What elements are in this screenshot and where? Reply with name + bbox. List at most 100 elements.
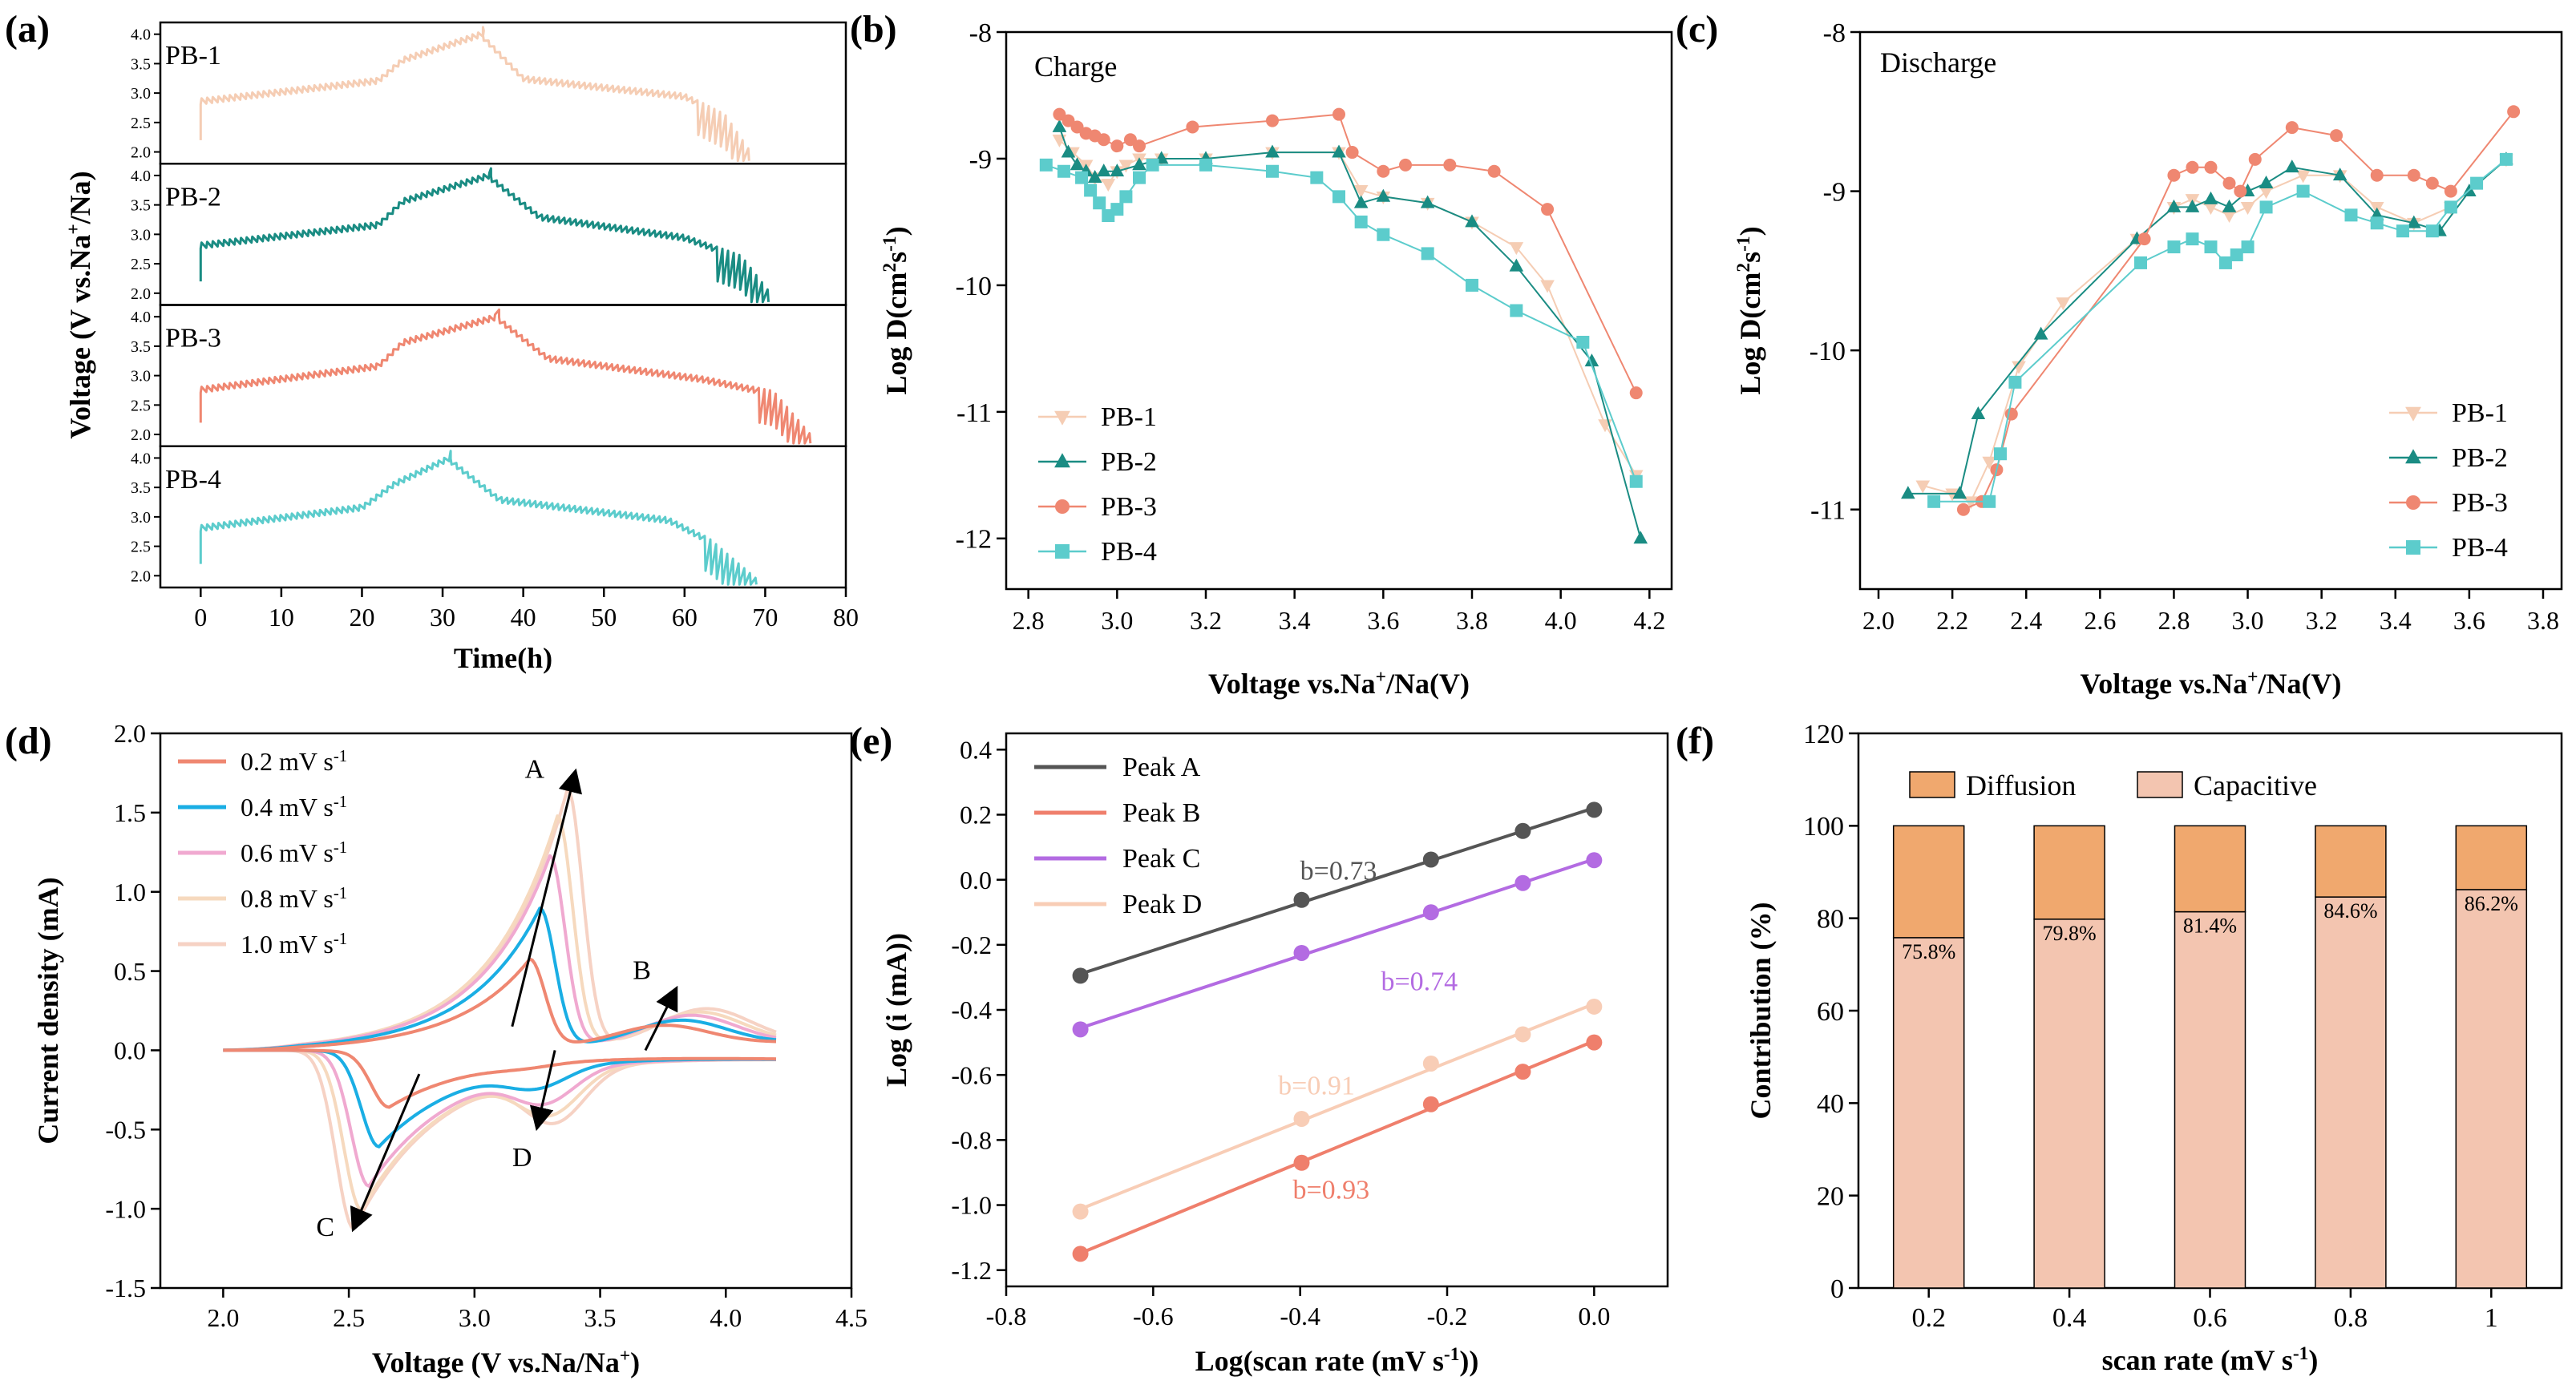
data-point: [1110, 164, 1125, 177]
chart-title: Discharge: [1880, 46, 1996, 79]
legend-marker: [2406, 495, 2420, 510]
data-point: [1332, 107, 1345, 121]
data-point: [2259, 200, 2273, 214]
series-PB-2: [1901, 151, 2513, 499]
data-point: [1293, 891, 1310, 908]
data-point: [2222, 209, 2237, 223]
y-tick-label: 3.0: [131, 85, 151, 103]
y-tick-label: 3.5: [131, 197, 151, 215]
x-tick-label: -0.8: [986, 1302, 1027, 1330]
legend-label: 0.2 mV s-1: [241, 747, 347, 777]
data-point: [2222, 176, 2236, 190]
y-tick-label: -0.4: [951, 995, 992, 1024]
data-point: [2425, 224, 2439, 238]
data-point: [1422, 1096, 1439, 1112]
x-tick-label: 10: [269, 603, 294, 632]
y-tick-label: -1.2: [951, 1256, 992, 1285]
x-tick-label: 70: [752, 603, 778, 632]
fit-line: [1079, 1002, 1595, 1211]
data-point: [1956, 503, 1970, 516]
voltage-curve-PB-1: [199, 26, 750, 163]
y-tick-label: 3.5: [131, 338, 151, 356]
data-point: [2204, 160, 2218, 174]
legend-label: 0.4 mV s-1: [241, 793, 347, 822]
x-tick-label: 4.0: [710, 1303, 742, 1332]
data-point: [1465, 214, 1479, 228]
y-tick-label: 2.0: [131, 567, 151, 585]
x-tick-label: 40: [511, 603, 536, 632]
x-tick-label: 0.8: [2334, 1303, 2368, 1333]
bar-capacitive: [1892, 937, 1965, 1289]
x-tick-label: 3.8: [2527, 606, 2559, 635]
y-tick-label: 2.0: [131, 426, 151, 444]
data-point: [2406, 215, 2421, 228]
data-point: [1586, 998, 1603, 1015]
data-point: [2370, 168, 2384, 182]
panel-letter-d: (d): [5, 720, 52, 762]
y-axis-title: Log D(cm2s-1): [1733, 226, 1766, 394]
data-point: [1199, 158, 1212, 172]
data-point: [1633, 531, 1648, 544]
data-point: [1443, 158, 1457, 172]
x-tick-label: 30: [430, 603, 455, 632]
bar-label: 79.8%: [2043, 922, 2097, 945]
legend-label: 0.8 mV s-1: [241, 884, 347, 914]
data-point: [1075, 171, 1089, 184]
panel-letter-b: (b): [850, 8, 897, 50]
y-tick-label: 2.5: [131, 397, 151, 414]
series-line: [1923, 159, 2507, 503]
x-tick-label: 0.0: [1578, 1302, 1610, 1330]
subplot-label: PB-2: [165, 182, 221, 212]
fit-line: [1079, 1039, 1595, 1255]
data-point: [1110, 139, 1124, 153]
data-point: [1118, 159, 1134, 173]
data-point: [1376, 188, 1391, 202]
data-point: [1514, 822, 1531, 839]
data-point: [1586, 1034, 1603, 1051]
data-point: [2444, 200, 2457, 214]
data-point: [1982, 456, 1996, 470]
data-point: [2241, 240, 2255, 254]
data-point: [2332, 168, 2348, 181]
data-point: [2248, 152, 2262, 166]
data-point: [1915, 480, 1931, 494]
legend-marker: [1055, 544, 1070, 559]
y-axis-title: Contribution (%): [1745, 902, 1777, 1119]
data-point: [1422, 1055, 1439, 1072]
x-axis-title: scan rate (mV s-1): [2102, 1343, 2319, 1376]
data-point: [2240, 202, 2255, 216]
y-tick-label: 0.5: [114, 957, 146, 986]
y-tick-label: 3.5: [131, 55, 151, 73]
y-tick-label: 2.0: [131, 144, 151, 162]
data-point: [2499, 152, 2513, 166]
legend-label: PB-1: [2452, 398, 2508, 428]
x-tick-label: -0.6: [1133, 1302, 1174, 1330]
data-point: [2203, 191, 2218, 204]
x-tick-label: 0.4: [2052, 1303, 2087, 1333]
chart-d: 2.0 2.5 3.0 3.5 4.0 4.5 -1.5 -1.0 -0.5 0.0 0.5 1.0 1…: [32, 719, 867, 1379]
data-point: [1266, 114, 1279, 127]
bar-diffusion: [2033, 825, 2105, 920]
arrow-A: [511, 768, 582, 1028]
legend-label: 1.0 mV s-1: [241, 930, 347, 959]
arrow-B: [644, 985, 678, 1052]
y-tick-label: -0.2: [951, 931, 992, 959]
y-tick-label: 2.0: [131, 285, 151, 303]
data-point: [1093, 196, 1106, 210]
data-point: [1509, 242, 1524, 256]
bar-diffusion: [2174, 825, 2246, 913]
cv-anodic-branch: [223, 957, 777, 1052]
data-point: [1265, 144, 1280, 158]
data-point: [1629, 386, 1643, 400]
legend-label: PB-4: [1101, 537, 1157, 567]
series-Peak B: b=0.93: [1072, 1034, 1603, 1262]
series-PB-4: [1039, 158, 1643, 488]
slope-label: b=0.74: [1381, 967, 1458, 997]
bar-capacitive: [2174, 910, 2246, 1289]
fit-line: [1079, 858, 1595, 1030]
data-point: [2407, 168, 2420, 182]
annotation-D: D: [512, 1143, 532, 1173]
subplot-label: PB-1: [165, 41, 221, 71]
data-point: [1399, 158, 1412, 172]
data-point: [1266, 164, 1279, 178]
